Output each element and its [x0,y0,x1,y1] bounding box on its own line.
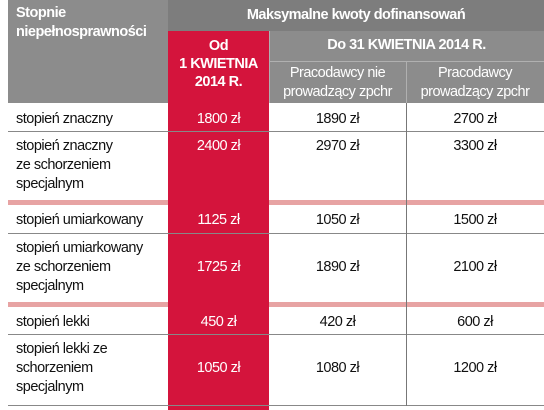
value-from-april: 1125 zł [197,212,240,228]
value-zpchr: 3300 zł [453,138,497,154]
value-zpchr: 2700 zł [453,111,497,127]
value-from-april: 2400 zł [196,138,241,154]
sub-zpchr-line-2: prowadzący zpchr [420,84,530,100]
row-label-line: specjalnym [16,278,84,294]
value-zpchr: 2100 zł [453,259,497,275]
value-not-zpchr: 420 zł [319,314,356,330]
row-divider [8,233,544,234]
row-label-line: schorzeniem [16,360,93,376]
table-bottom-border [8,405,544,406]
col-from-line-1: Od [208,38,229,54]
value-from-april: 1800 zł [196,111,241,127]
value-not-zpchr: 1080 zł [315,360,360,376]
col-from-line-3: 2014 R. [194,74,243,90]
row-divider [8,131,544,132]
row-header-cell: Stopnie niepełnosprawności [8,0,168,103]
value-zpchr: 600 zł [457,314,493,330]
row-label-line: ze schorzeniem [16,259,111,275]
row-label-line: stopień lekki [16,314,90,330]
row-label-line: specjalnym [16,379,84,395]
row-label: stopień lekki [8,309,168,332]
column-divider [406,103,407,406]
col-until-header: Do 31 KWIETNIA 2014 R. [269,31,544,61]
row-label: stopień znaczny [8,106,168,129]
header-divider [406,61,407,103]
row-label: stopień lekki ze schorzeniem specjalnym [8,336,168,397]
row-header-line-1: Stopnie [16,5,66,21]
value-zpchr: 1500 zł [453,212,497,228]
row-divider [8,334,544,335]
col-from-april-header: Od 1 KWIETNIA 2014 R. [168,31,269,103]
value-from-april: 1725 zł [196,259,241,275]
sub-not-zpchr-line-1: Pracodawcy nie [289,65,386,81]
row-label-line: stopień umiarkowany [16,240,143,256]
value-not-zpchr: 2970 zł [315,138,360,154]
row-label: stopień znaczny ze schorzeniem specjalny… [8,133,168,194]
group-separator [8,302,544,307]
group-separator-red [168,200,269,205]
header-divider [269,31,270,103]
value-not-zpchr: 1890 zł [315,111,360,127]
row-label-line: specjalnym [16,176,84,192]
main-title-cell: Maksymalne kwoty dofinansowań [168,0,544,31]
value-from-april: 1050 zł [196,360,241,376]
group-separator-red [168,302,269,307]
row-label-line: ze schorzeniem [16,157,111,173]
sub-header-zpchr: Pracodawcy prowadzący zpchr [406,61,544,103]
row-header-line-2: niepełnosprawności [16,24,147,40]
sub-not-zpchr-line-2: prowadzący zpchr [283,84,392,100]
group-separator [8,200,544,205]
row-label-line: stopień znaczny [16,111,113,127]
sub-header-not-zpchr: Pracodawcy nie prowadzący zpchr [269,61,406,103]
col-from-line-2: 1 KWIETNIA [179,56,258,72]
value-zpchr: 1200 zł [453,360,497,376]
row-label: stopień umiarkowany ze schorzeniem specj… [8,235,168,296]
col-until-title: Do 31 KWIETNIA 2014 R. [327,37,486,53]
row-label: stopień umiarkowany [8,207,168,230]
header-divider [269,61,544,62]
row-label-line: stopień lekki ze [16,341,108,357]
row-label-line: stopień umiarkowany [16,212,143,228]
main-title: Maksymalne kwoty dofinansowań [246,7,466,23]
value-not-zpchr: 1050 zł [315,212,360,228]
row-label-line: stopień znaczny [16,138,113,154]
value-from-april: 450 zł [200,314,237,330]
value-not-zpchr: 1890 zł [315,259,360,275]
sub-zpchr-line-1: Pracodawcy [438,65,512,81]
red-column-bg [168,103,269,410]
